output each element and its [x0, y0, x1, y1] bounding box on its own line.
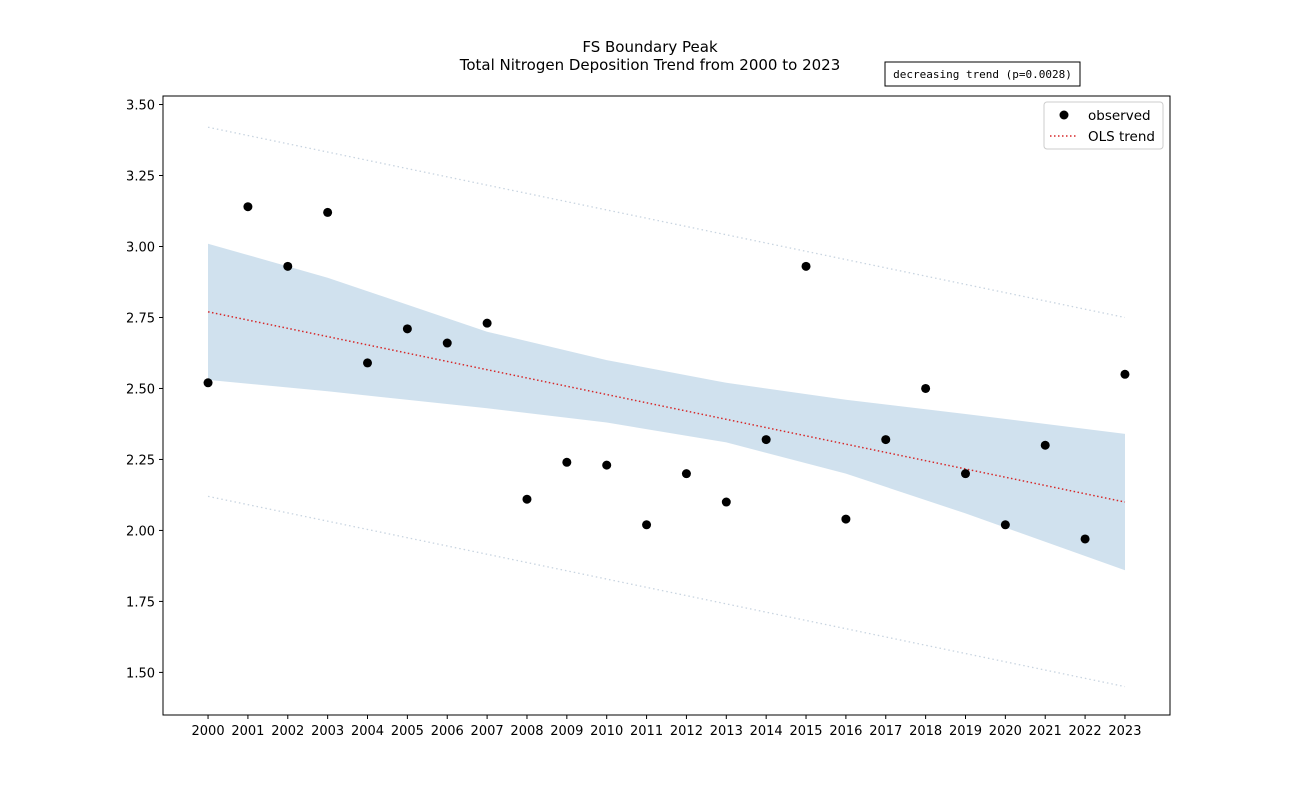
legend-label-observed: observed — [1088, 108, 1151, 124]
trend-annotation-text: decreasing trend (p=0.0028) — [893, 68, 1072, 81]
data-point-2008 — [522, 494, 532, 504]
x-tick-label-2003: 2003 — [311, 724, 344, 739]
trend-annotation-box — [884, 61, 1081, 87]
data-point-2020 — [1000, 520, 1010, 530]
x-tick-label-2016: 2016 — [829, 724, 862, 739]
data-point-2003 — [323, 207, 333, 217]
chart-title: FS Boundary Peak — [582, 38, 718, 56]
x-tick-label-2005: 2005 — [391, 724, 424, 739]
y-tick-label-2.75: 2.75 — [126, 311, 155, 326]
y-tick-label-2.50: 2.50 — [126, 382, 155, 397]
data-point-2018 — [921, 383, 931, 393]
x-tick-label-2002: 2002 — [271, 724, 304, 739]
x-tick-label-2014: 2014 — [750, 724, 783, 739]
trend-annotation: decreasing trend (p=0.0028) — [884, 61, 1081, 87]
data-point-2000 — [203, 378, 213, 388]
x-tick-label-2013: 2013 — [710, 724, 743, 739]
legend-box — [1043, 101, 1164, 150]
x-tick-label-2004: 2004 — [351, 724, 384, 739]
y-tick-label-3.25: 3.25 — [126, 170, 155, 185]
y-tick-label-3.50: 3.50 — [126, 99, 155, 114]
y-tick-label-2.00: 2.00 — [126, 524, 155, 539]
x-tick-label-2010: 2010 — [590, 724, 623, 739]
data-point-2004 — [363, 358, 373, 368]
axes-frame — [162, 95, 1171, 716]
data-point-2023 — [1120, 369, 1130, 379]
data-point-2014 — [761, 435, 771, 445]
x-tick-label-2001: 2001 — [231, 724, 264, 739]
data-point-2016 — [841, 514, 851, 524]
y-tick-label-1.75: 1.75 — [126, 595, 155, 610]
x-tick-label-2012: 2012 — [670, 724, 703, 739]
data-point-2021 — [1040, 440, 1050, 450]
y-tick-label-1.50: 1.50 — [126, 666, 155, 681]
x-tick-label-2023: 2023 — [1108, 724, 1141, 739]
legend-marker-observed — [1059, 110, 1069, 120]
data-point-2005 — [402, 324, 412, 334]
prediction-band-upper — [207, 126, 1126, 319]
data-point-2001 — [243, 202, 253, 212]
prediction-band-lower — [207, 495, 1126, 688]
data-point-2015 — [801, 261, 811, 271]
x-tick-label-2018: 2018 — [909, 724, 942, 739]
data-point-2002 — [283, 261, 293, 271]
x-tick-label-2017: 2017 — [869, 724, 902, 739]
data-point-2019 — [960, 469, 970, 479]
data-point-2006 — [442, 338, 452, 348]
data-point-2009 — [562, 457, 572, 467]
data-point-2011 — [642, 520, 652, 530]
ols-trend-line — [207, 311, 1126, 503]
x-tick-label-2020: 2020 — [989, 724, 1022, 739]
y-tick-label-2.25: 2.25 — [126, 453, 155, 468]
data-point-2007 — [482, 318, 492, 328]
data-point-2022 — [1080, 534, 1090, 544]
y-tick-label-3.00: 3.00 — [126, 240, 155, 255]
x-tick-label-2015: 2015 — [789, 724, 822, 739]
x-tick-label-2006: 2006 — [431, 724, 464, 739]
data-point-2012 — [681, 469, 691, 479]
x-tick-label-2019: 2019 — [949, 724, 982, 739]
x-tick-label-2021: 2021 — [1029, 724, 1062, 739]
legend-label-ols-trend: OLS trend — [1088, 129, 1155, 145]
x-tick-label-2011: 2011 — [630, 724, 663, 739]
x-tick-label-2008: 2008 — [510, 724, 543, 739]
data-point-2010 — [602, 460, 612, 470]
data-point-2017 — [881, 435, 891, 445]
x-tick-label-2007: 2007 — [471, 724, 504, 739]
legend: observed OLS trend — [1043, 101, 1164, 150]
data-point-2013 — [721, 497, 731, 507]
x-tick-label-2000: 2000 — [192, 724, 225, 739]
chart-subtitle: Total Nitrogen Deposition Trend from 200… — [459, 56, 841, 74]
plot-area: 2000 2001 2002 2003 2004 2005 2006 2007 2008 2009… — [126, 95, 1171, 739]
x-tick-label-2022: 2022 — [1069, 724, 1102, 739]
x-tick-label-2009: 2009 — [550, 724, 583, 739]
